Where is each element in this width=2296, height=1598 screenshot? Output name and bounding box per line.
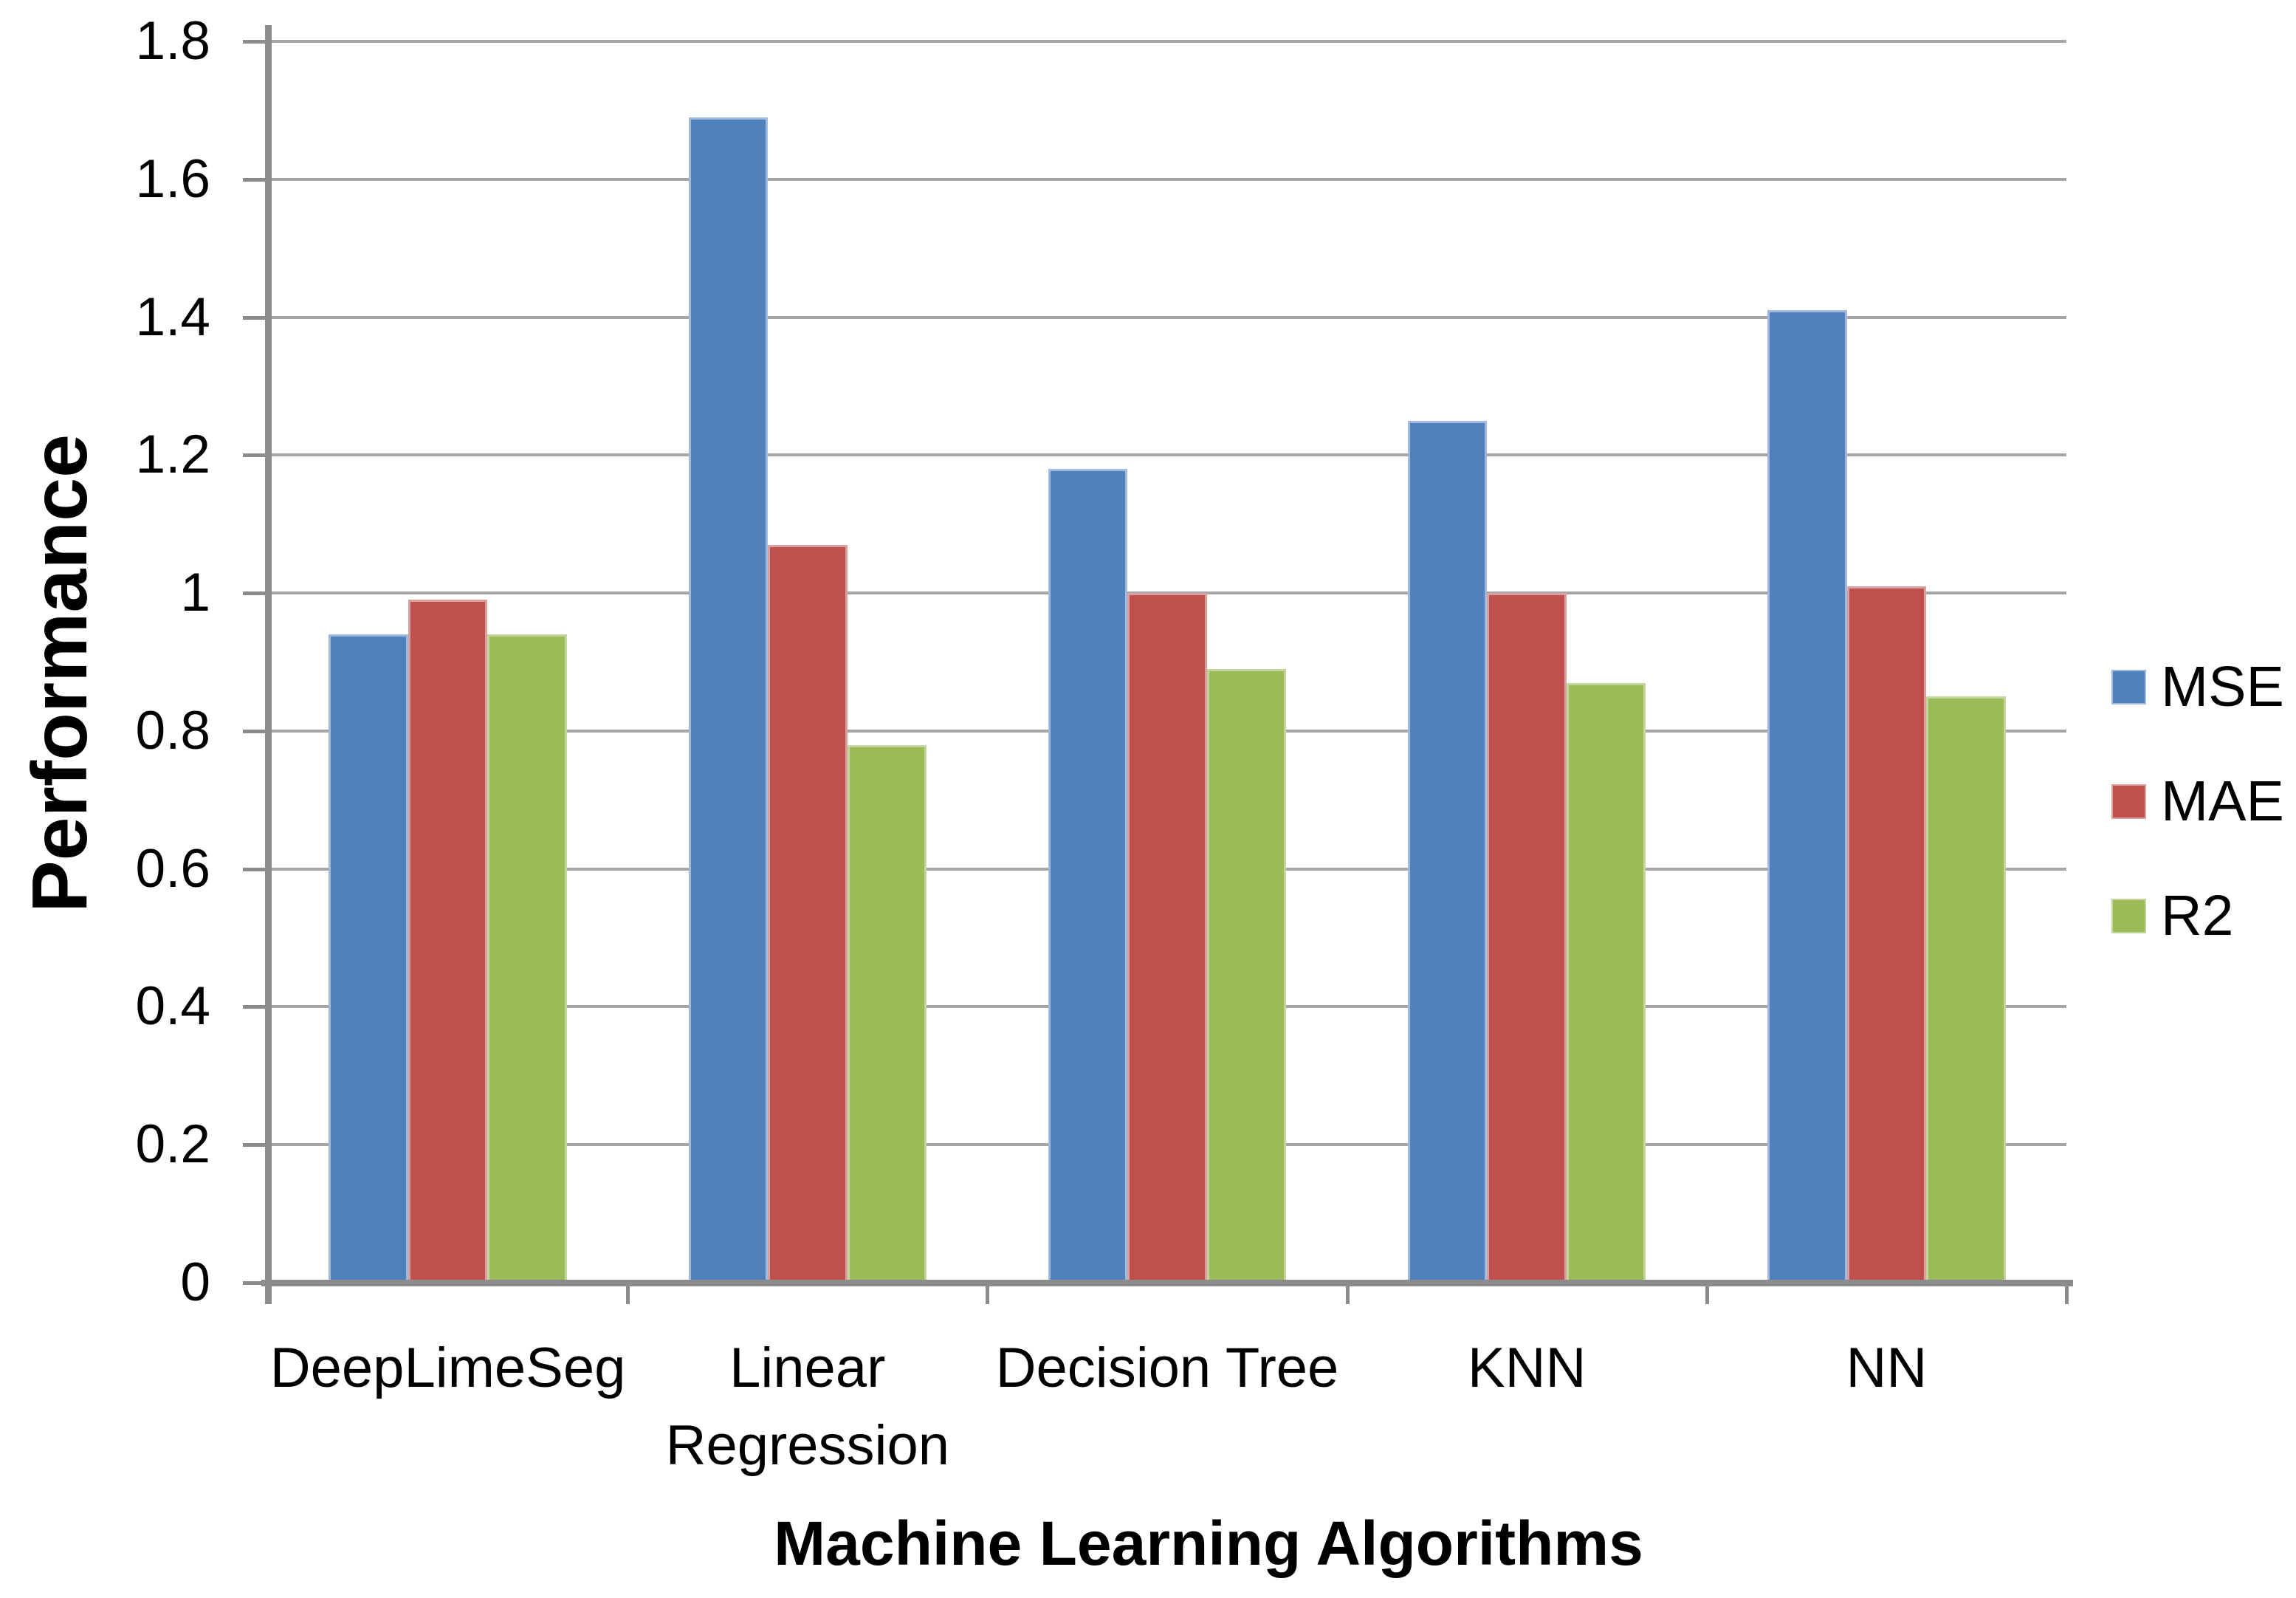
y-tick-label: 0.8: [135, 700, 210, 761]
y-tick-label: 0.2: [135, 1114, 210, 1175]
y-tick: [243, 1281, 268, 1285]
y-tick-label: 0.6: [135, 838, 210, 899]
bar-R2-KNN: [1566, 682, 1646, 1283]
category-label: KNN: [1467, 1337, 1587, 1399]
bar-R2-Decision-Tree: [1206, 668, 1287, 1283]
y-tick-label: 1: [180, 563, 210, 623]
bar-MAE-Linear-Regression: [768, 544, 848, 1283]
y-tick-label: 1.8: [135, 11, 210, 71]
y-tick: [243, 453, 268, 458]
bar-R2-Linear-Regression: [847, 744, 927, 1283]
bar-R2-NN: [1926, 696, 2006, 1283]
bar-MSE-Linear-Regression: [688, 117, 769, 1283]
bar-MAE-NN: [1846, 586, 1927, 1283]
x-axis-line: [261, 1280, 2073, 1286]
y-tick-label: 0.4: [135, 976, 210, 1037]
bar-R2-DeepLimeSeg: [487, 634, 567, 1283]
legend-item-MAE: MAE: [2111, 769, 2284, 833]
legend-swatch-MSE: [2111, 669, 2146, 704]
plot-area: [268, 40, 2066, 1283]
gridline: [268, 315, 2066, 319]
bar-MSE-NN: [1767, 310, 1847, 1283]
x-axis-title: Machine Learning Algorithms: [774, 1509, 1643, 1578]
x-tick: [1345, 1283, 1350, 1304]
y-tick: [243, 591, 268, 596]
y-tick: [243, 1005, 268, 1009]
legend-item-R2: R2: [2111, 884, 2233, 947]
y-tick-label: 1.2: [135, 425, 210, 485]
x-tick: [267, 1283, 270, 1304]
legend-swatch-R2: [2111, 898, 2146, 933]
bar-MAE-Decision-Tree: [1127, 593, 1207, 1283]
y-tick: [243, 729, 268, 733]
y-tick: [243, 177, 268, 182]
legend-item-MSE: MSE: [2111, 655, 2284, 719]
bar-MSE-Decision-Tree: [1048, 469, 1128, 1283]
bar-MAE-KNN: [1487, 593, 1567, 1283]
legend-swatch-MAE: [2111, 783, 2146, 819]
gridline: [268, 453, 2066, 457]
legend-label: MSE: [2161, 654, 2284, 719]
y-tick: [243, 1143, 268, 1148]
y-tick-label: 0: [180, 1252, 210, 1312]
category-label: Decision Tree: [995, 1337, 1339, 1399]
bar-MAE-DeepLimeSeg: [408, 600, 488, 1283]
category-label: NN: [1846, 1337, 1928, 1399]
x-tick: [986, 1283, 990, 1304]
y-tick-label: 1.6: [135, 148, 210, 209]
x-tick: [626, 1283, 630, 1304]
y-axis-title: Performance: [16, 433, 103, 913]
y-axis-line: [265, 25, 272, 1304]
legend-label: MAE: [2161, 769, 2284, 833]
category-label: DeepLimeSeg: [269, 1337, 626, 1399]
gridline: [268, 40, 2066, 44]
legend-label: R2: [2161, 883, 2234, 947]
bar-MSE-KNN: [1407, 420, 1488, 1283]
bar-MSE-DeepLimeSeg: [329, 634, 408, 1283]
gridline: [268, 177, 2066, 181]
y-tick-label: 1.4: [135, 287, 210, 347]
y-tick: [243, 867, 268, 871]
y-tick: [243, 40, 268, 44]
category-label: Linear Regression: [665, 1337, 949, 1477]
y-tick: [243, 315, 268, 320]
x-tick: [1705, 1283, 1709, 1304]
x-tick: [2065, 1283, 2069, 1304]
